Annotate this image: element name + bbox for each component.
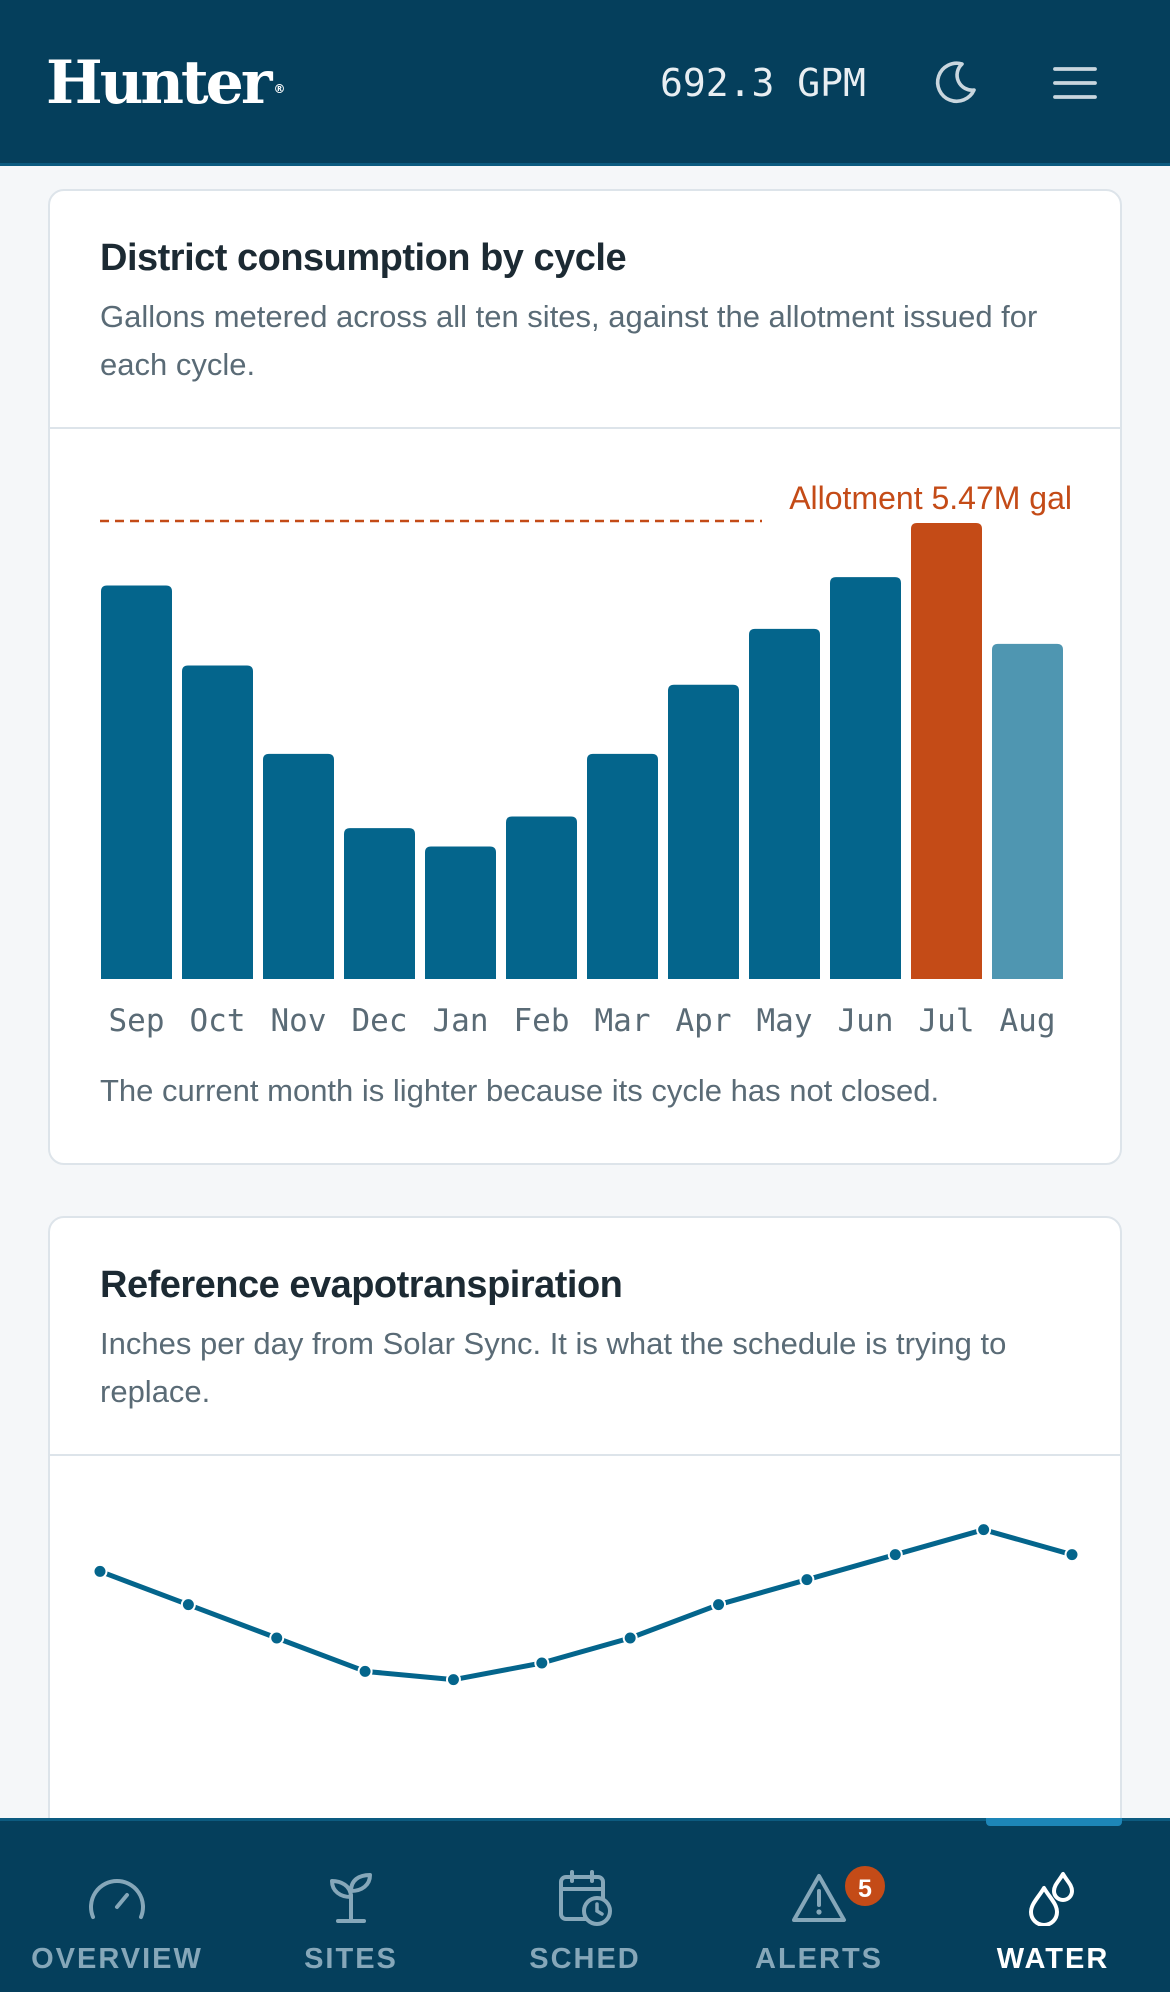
- x-tick-apr: Apr: [676, 1003, 732, 1039]
- alert-triangle-icon: [792, 1874, 846, 1922]
- tab-overview-label: OVERVIEW: [31, 1943, 203, 1975]
- bar-nov[interactable]: [263, 753, 334, 979]
- x-tick-oct: Oct: [190, 1003, 246, 1039]
- alerts-count-badge: 5: [842, 1863, 888, 1909]
- tab-sites[interactable]: SITES: [234, 1821, 468, 1992]
- evapotranspiration-card-subtitle: Inches per day from Solar Sync. It is wh…: [100, 1326, 1007, 1409]
- consumption-card: District consumption by cycle Gallons me…: [48, 189, 1122, 1165]
- bar-mar[interactable]: [587, 753, 658, 979]
- et-point-jun[interactable]: [887, 1547, 903, 1563]
- bar-sep[interactable]: [101, 585, 172, 979]
- bar-feb[interactable]: [506, 816, 577, 979]
- menu-button[interactable]: [1042, 50, 1108, 116]
- x-tick-sep: Sep: [109, 1003, 165, 1039]
- consumption-card-title: District consumption by cycle: [100, 237, 627, 279]
- tab-overview[interactable]: OVERVIEW: [0, 1821, 234, 1992]
- flow-rate-readout: 692.3 GPM: [660, 61, 866, 105]
- logo-text: Hunter: [46, 48, 272, 118]
- tab-sched[interactable]: SCHED: [468, 1821, 702, 1992]
- x-tick-dec: Dec: [352, 1003, 408, 1039]
- gauge-icon: [89, 1879, 145, 1919]
- logo-registered-mark: ®: [273, 82, 286, 96]
- evapotranspiration-card-title: Reference evapotranspiration: [100, 1264, 623, 1306]
- et-series-line: [97, 1527, 1075, 1683]
- et-point-aug[interactable]: [1064, 1547, 1080, 1563]
- x-tick-aug: Aug: [1000, 1003, 1056, 1039]
- sprout-icon: [330, 1873, 372, 1923]
- tab-alerts-icon-wrap: [784, 1863, 854, 1933]
- tab-overview-icon-wrap: [82, 1863, 152, 1933]
- et-point-jul[interactable]: [976, 1522, 992, 1538]
- evapotranspiration-card-header: Reference evapotranspiration Inches per …: [50, 1218, 1120, 1456]
- et-point-mar[interactable]: [622, 1630, 638, 1646]
- et-point-jan[interactable]: [445, 1672, 461, 1688]
- allotment-reference-label: Allotment 5.47M gal: [789, 480, 1072, 516]
- bar-oct[interactable]: [182, 665, 253, 979]
- x-tick-feb: Feb: [514, 1003, 570, 1039]
- consumption-bar-chart: Allotment 5.47M gal Sep Oct Nov Dec Jan Feb Mar…: [100, 480, 1072, 1039]
- bottom-tab-bar: OVERVIEW SITES SCHED: [0, 1818, 1170, 1992]
- water-drops-icon: [1029, 1872, 1074, 1926]
- calendar-clock-icon: [559, 1870, 612, 1926]
- bar-aug[interactable]: [992, 643, 1063, 979]
- et-point-feb[interactable]: [534, 1655, 550, 1671]
- tab-water-icon-wrap: [1018, 1863, 1088, 1933]
- tab-sched-icon-wrap: [550, 1863, 620, 1933]
- x-tick-may: May: [757, 1003, 813, 1039]
- active-tab-indicator: [986, 1818, 1122, 1826]
- theme-toggle-button[interactable]: [922, 50, 988, 116]
- et-point-oct[interactable]: [180, 1597, 196, 1613]
- consumption-card-header: District consumption by cycle Gallons me…: [50, 191, 1120, 429]
- et-point-nov[interactable]: [269, 1630, 285, 1646]
- x-tick-mar: Mar: [595, 1003, 651, 1039]
- tab-water-label: WATER: [996, 1943, 1110, 1975]
- tab-sites-icon-wrap: [316, 1863, 386, 1933]
- moon-icon: [935, 61, 976, 104]
- x-tick-jun: Jun: [838, 1003, 894, 1039]
- evapotranspiration-line-chart: [92, 1522, 1080, 1688]
- tab-sched-label: SCHED: [529, 1943, 641, 1975]
- hamburger-menu-icon: [1053, 67, 1097, 99]
- bar-jun[interactable]: [830, 577, 901, 979]
- et-point-dec[interactable]: [357, 1663, 373, 1679]
- consumption-card-subtitle: Gallons metered across all ten sites, ag…: [100, 299, 1038, 382]
- bar-jul[interactable]: [911, 523, 982, 979]
- tab-water[interactable]: WATER: [936, 1818, 1170, 1992]
- tab-sites-label: SITES: [304, 1943, 398, 1975]
- tab-alerts[interactable]: 5 ALERTS: [702, 1821, 936, 1992]
- top-bar: Hunter ® 692.3 GPM: [0, 0, 1170, 166]
- bar-jan[interactable]: [425, 846, 496, 979]
- et-point-may[interactable]: [799, 1572, 815, 1588]
- x-tick-jan: Jan: [433, 1003, 489, 1039]
- consumption-chart-note: The current month is lighter because its…: [100, 1073, 940, 1108]
- tab-alerts-label: ALERTS: [755, 1943, 883, 1975]
- hunter-logo[interactable]: Hunter ®: [46, 52, 285, 114]
- x-tick-nov: Nov: [271, 1003, 327, 1039]
- bar-may[interactable]: [749, 628, 820, 979]
- et-point-sep[interactable]: [92, 1563, 108, 1579]
- et-point-apr[interactable]: [711, 1597, 727, 1613]
- bar-apr[interactable]: [668, 684, 739, 979]
- x-tick-jul: Jul: [919, 1003, 975, 1039]
- bar-dec[interactable]: [344, 828, 415, 979]
